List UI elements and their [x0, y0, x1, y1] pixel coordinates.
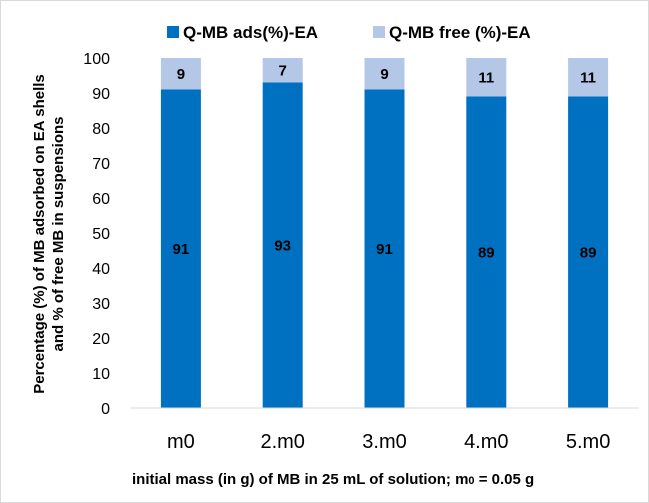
bar-ads-2.m0	[262, 82, 303, 408]
legend-swatch-free	[373, 26, 385, 38]
legend-label-ads: Q-MB ads(%)-EA	[183, 23, 318, 42]
y-axis-label: Percentage (%) of MB adsorbed on EA shel…	[31, 74, 67, 394]
y-tick-label: 80	[92, 121, 110, 138]
data-label-ads-3.m0: 91	[376, 241, 393, 258]
bar-free-3.m0	[364, 58, 405, 90]
data-label-free-3.m0: 9	[380, 66, 388, 83]
bar-ads-4.m0	[466, 96, 507, 408]
data-label-free-m0: 9	[177, 66, 185, 83]
y-tick-label: 0	[101, 401, 110, 418]
y-tick-label: 70	[92, 156, 110, 173]
y-axis-ticks: 0 10 20 30 40 50 60 70 80 90 100	[83, 51, 110, 418]
x-axis-label-subscript: 0	[468, 475, 474, 487]
y-tick-label: 90	[92, 86, 110, 103]
bar-ads-3.m0	[364, 89, 405, 408]
y-tick-label: 30	[92, 296, 110, 313]
x-tick-label: 2.m0	[260, 431, 304, 453]
legend-swatch-ads	[167, 26, 179, 38]
data-label-ads-5.m0: 89	[580, 244, 597, 261]
x-tick-label: m0	[167, 431, 195, 453]
bar-ads-5.m0	[568, 96, 609, 408]
bar-free-5.m0	[568, 58, 609, 97]
y-tick-label: 100	[83, 51, 110, 68]
y-tick-label: 50	[92, 226, 110, 243]
x-axis-label: initial mass (in g) of MB in 25 mL of so…	[132, 471, 534, 488]
bar-free-2.m0	[262, 58, 303, 83]
x-tick-label: 3.m0	[362, 431, 406, 453]
data-label-ads-2.m0: 93	[274, 237, 291, 254]
data-label-ads-4.m0: 89	[478, 244, 495, 261]
bar-ads-m0	[160, 89, 201, 408]
legend-label-free: Q-MB free (%)-EA	[389, 23, 531, 42]
data-label-free-4.m0: 11	[478, 69, 494, 86]
x-tick-label: 4.m0	[464, 431, 508, 453]
bar-free-m0	[160, 58, 201, 90]
y-tick-label: 40	[92, 261, 110, 278]
data-label-ads-m0: 91	[173, 241, 190, 258]
x-axis-label-tail: = 0.05 g	[475, 471, 535, 488]
y-axis-label-line1: Percentage (%) of MB adsorbed on EA shel…	[31, 74, 48, 394]
data-label-free-2.m0: 7	[279, 62, 287, 79]
x-axis-label-main: initial mass (in g) of MB in 25 mL of so…	[132, 471, 468, 488]
data-label-free-5.m0: 11	[580, 69, 596, 86]
x-tick-label: 5.m0	[566, 431, 610, 453]
x-axis-ticks: m0 2.m0 3.m0 4.m0 5.m0	[167, 431, 610, 453]
legend: Q-MB ads(%)-EA Q-MB free (%)-EA	[167, 23, 531, 42]
y-axis-label-line2: and % of free MB in suspensions	[50, 116, 67, 351]
y-tick-label: 10	[92, 366, 110, 383]
bar-free-4.m0	[466, 58, 507, 97]
y-tick-label: 60	[92, 191, 110, 208]
bars: 91 9 93 7 91 9 89 11 89 11	[160, 58, 609, 408]
y-tick-label: 20	[92, 331, 110, 348]
